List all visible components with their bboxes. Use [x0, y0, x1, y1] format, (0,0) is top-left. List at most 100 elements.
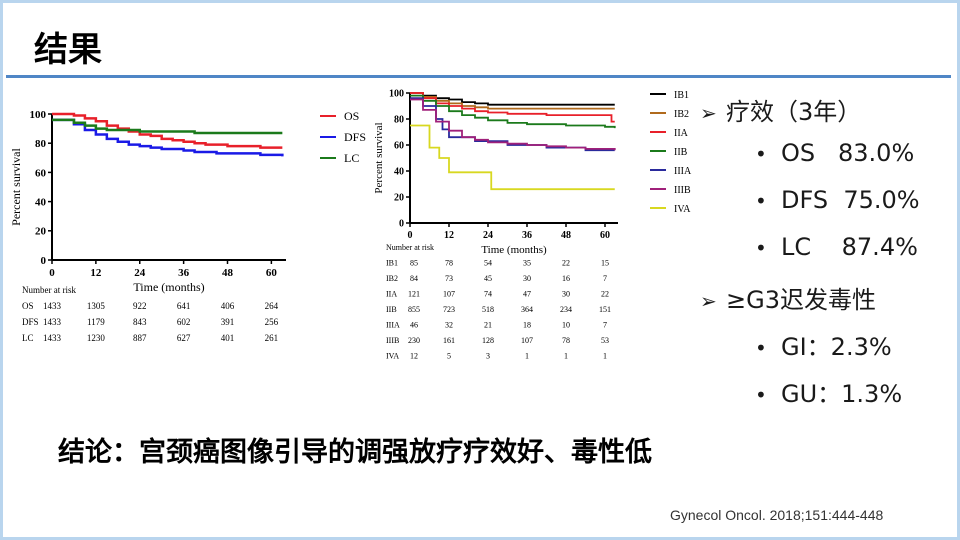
bullet-marker: • — [755, 142, 767, 166]
bullet-item-2: • DFS 75.0% — [755, 186, 920, 214]
y-tick-label: 40 — [35, 196, 47, 208]
x-tick-label: 0 — [408, 230, 413, 241]
x-axis-label: Time (months) — [133, 280, 204, 294]
risk-count: 30 — [523, 274, 531, 283]
risk-count: 641 — [177, 301, 191, 311]
bullet-marker: • — [755, 189, 767, 213]
risk-row-label: IIB — [386, 305, 397, 314]
risk-count: 10 — [562, 321, 570, 330]
risk-count: 21 — [484, 321, 492, 330]
legend-label-ib1: IB1 — [674, 90, 689, 101]
risk-row-label: IB1 — [386, 259, 398, 268]
y-tick-label: 40 — [394, 167, 404, 178]
risk-count: 1433 — [43, 317, 62, 327]
risk-row-label: DFS — [22, 317, 39, 327]
risk-count: 1433 — [43, 333, 62, 343]
series-line-iiib — [410, 98, 616, 151]
x-tick-label: 36 — [522, 230, 532, 241]
risk-count: 887 — [133, 333, 147, 343]
risk-count: 7 — [603, 274, 607, 283]
risk-row-label: IIA — [386, 290, 397, 299]
risk-count: 1 — [525, 352, 529, 361]
risk-count: 723 — [443, 305, 455, 314]
risk-count: 15 — [601, 259, 609, 268]
risk-count: 855 — [408, 305, 420, 314]
bullet-text: 疗效（3年） — [726, 98, 862, 126]
x-tick-label: 48 — [561, 230, 571, 241]
risk-count: 602 — [177, 317, 191, 327]
x-tick-label: 24 — [134, 267, 146, 279]
legend-label-os: OS — [344, 109, 359, 123]
y-tick-label: 100 — [389, 89, 404, 100]
legend-label-iib: IIB — [674, 147, 688, 158]
y-tick-label: 60 — [394, 141, 404, 152]
risk-count: 18 — [523, 321, 531, 330]
y-tick-label: 20 — [394, 193, 404, 204]
x-axis-label: Time (months) — [481, 244, 547, 256]
bullet-marker: ➢ — [700, 101, 717, 125]
bullet-marker: • — [755, 383, 767, 407]
risk-count: 45 — [484, 274, 492, 283]
bullet-marker: • — [755, 336, 767, 360]
x-tick-label: 24 — [483, 230, 493, 241]
risk-count: 161 — [443, 336, 455, 345]
risk-count: 73 — [445, 274, 453, 283]
risk-count: 128 — [482, 336, 494, 345]
bullet-item-5: • GI：2.3% — [755, 327, 892, 362]
series-line-lc — [52, 118, 283, 135]
risk-count: 401 — [221, 333, 235, 343]
risk-count: 46 — [410, 321, 418, 330]
risk-count: 1305 — [87, 301, 106, 311]
bullet-heading-0: ➢ 疗效（3年） — [700, 92, 861, 127]
risk-count: 16 — [562, 274, 570, 283]
citation: Gynecol Oncol. 2018;151:444-448 — [670, 507, 884, 523]
bullet-item-1: • OS 83.0% — [755, 139, 914, 167]
legend-label-dfs: DFS — [344, 130, 366, 144]
y-tick-label: 0 — [399, 219, 404, 230]
risk-count: 85 — [410, 259, 418, 268]
bullet-text: OS 83.0% — [781, 139, 915, 167]
risk-count: 30 — [562, 290, 570, 299]
y-tick-label: 20 — [35, 226, 47, 238]
risk-row-label: OS — [22, 301, 34, 311]
risk-count: 22 — [562, 259, 570, 268]
y-tick-label: 60 — [35, 167, 47, 179]
risk-count: 32 — [445, 321, 453, 330]
bullet-text: LC 87.4% — [781, 233, 918, 261]
risk-row-label: LC — [22, 333, 34, 343]
risk-count: 78 — [445, 259, 453, 268]
y-tick-label: 80 — [35, 138, 47, 150]
risk-count: 627 — [177, 333, 191, 343]
legend-label-iia: IIA — [674, 128, 689, 139]
risk-count: 107 — [521, 336, 533, 345]
bullet-item-6: • GU：1.3% — [755, 374, 902, 409]
y-axis-label: Percent survival — [373, 122, 385, 193]
series-line-iia — [410, 92, 615, 123]
title-rule — [6, 75, 951, 78]
risk-count: 151 — [599, 305, 611, 314]
risk-count: 12 — [410, 352, 418, 361]
legend-label-ib2: IB2 — [674, 109, 689, 120]
series-line-dfs — [52, 118, 284, 157]
legend-label-lc: LC — [344, 151, 359, 165]
series-line-os — [52, 112, 283, 149]
bullet-text: GU：1.3% — [781, 380, 903, 408]
overall-survival-chart: 0 12 24 36 48 60 0 20 40 60 80 100 Time (months) Perc… — [9, 109, 366, 343]
risk-count: 261 — [265, 333, 279, 343]
risk-count: 5 — [447, 352, 451, 361]
risk-table-header: Number at risk — [22, 285, 76, 295]
risk-count: 1 — [603, 352, 607, 361]
risk-count: 391 — [221, 317, 235, 327]
bullet-item-3: • LC 87.4% — [755, 233, 918, 261]
bullet-marker: ➢ — [700, 289, 717, 313]
risk-count: 22 — [601, 290, 609, 299]
risk-count: 35 — [523, 259, 531, 268]
risk-count: 234 — [560, 305, 572, 314]
x-tick-label: 60 — [600, 230, 610, 241]
risk-count: 364 — [521, 305, 533, 314]
x-tick-label: 48 — [222, 267, 234, 279]
risk-count: 47 — [523, 290, 531, 299]
risk-row-label: IB2 — [386, 274, 398, 283]
slide-title: 结果 — [34, 30, 102, 70]
